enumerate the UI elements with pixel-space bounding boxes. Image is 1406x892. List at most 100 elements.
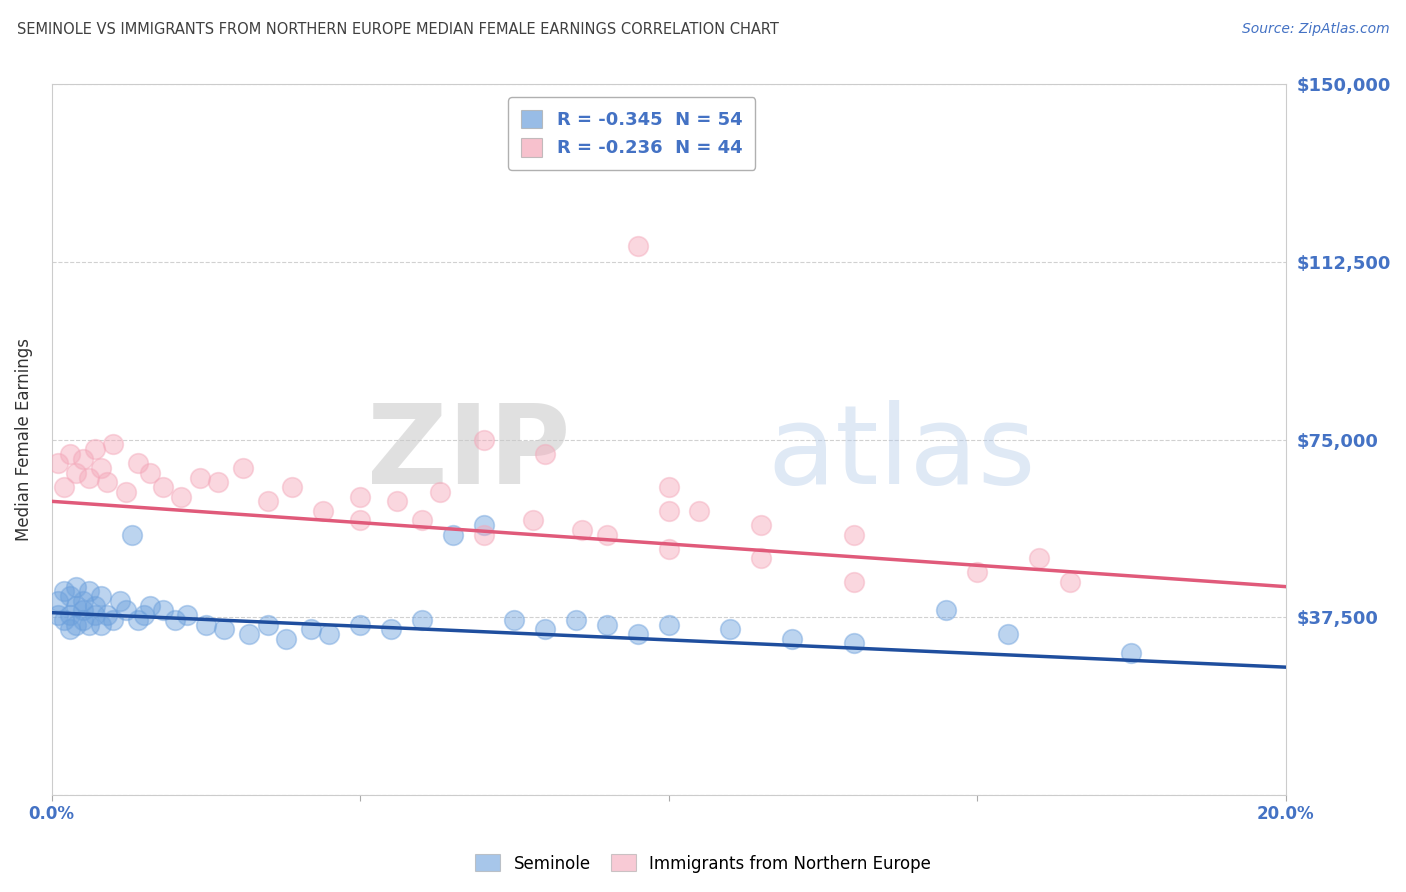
Point (108, 594, 131, 608)
Point (522, 513, 544, 527)
Point (534, 622, 557, 636)
Point (207, 475, 229, 490)
Point (780, 632, 803, 646)
Point (194, 617, 217, 632)
Point (411, 613, 433, 627)
Text: SEMINOLE VS IMMIGRANTS FROM NORTHERN EUROPE MEDIAN FEMALE EARNINGS CORRELATION C: SEMINOLE VS IMMIGRANTS FROM NORTHERN EUR… (17, 22, 779, 37)
Point (214, 622, 236, 636)
Point (299, 622, 322, 636)
Point (96, 608, 118, 623)
Point (1028, 551, 1050, 566)
Point (77, 470, 100, 484)
Point (571, 523, 593, 537)
Point (658, 541, 681, 556)
Point (997, 627, 1019, 641)
Point (349, 513, 371, 527)
Point (318, 627, 340, 641)
Y-axis label: Median Female Earnings: Median Female Earnings (15, 338, 32, 541)
Point (77, 584, 100, 599)
Point (256, 494, 278, 508)
Point (72, 594, 94, 608)
Point (1059, 574, 1081, 589)
Point (276, 632, 298, 646)
Point (170, 490, 193, 504)
Point (72, 603, 94, 617)
Point (596, 527, 619, 541)
Point (103, 613, 125, 627)
Point (139, 599, 162, 613)
Point (65, 599, 87, 613)
Point (152, 480, 174, 494)
Point (72, 613, 94, 627)
Point (596, 617, 619, 632)
Point (472, 433, 495, 447)
Point (46, 457, 69, 471)
Point (90, 617, 112, 632)
Point (65, 466, 87, 480)
Point (90, 461, 112, 475)
Point (59, 447, 82, 461)
Point (232, 461, 254, 475)
Point (935, 603, 957, 617)
Point (503, 613, 526, 627)
Point (627, 238, 650, 252)
Point (84, 599, 107, 613)
Point (256, 617, 278, 632)
Point (188, 470, 211, 484)
Point (84, 608, 107, 623)
Point (380, 622, 402, 636)
Point (441, 527, 464, 541)
Point (53, 613, 76, 627)
Point (152, 603, 174, 617)
Point (59, 608, 82, 623)
Point (165, 613, 187, 627)
Point (96, 475, 118, 490)
Point (77, 617, 100, 632)
Point (46, 594, 69, 608)
Text: Source: ZipAtlas.com: Source: ZipAtlas.com (1241, 22, 1389, 37)
Point (534, 447, 557, 461)
Point (114, 484, 136, 499)
Point (565, 613, 588, 627)
Point (65, 617, 87, 632)
Legend: R = -0.345  N = 54, R = -0.236  N = 44: R = -0.345 N = 54, R = -0.236 N = 44 (508, 97, 755, 170)
Point (688, 504, 710, 518)
Text: ZIP: ZIP (367, 401, 569, 508)
Point (658, 617, 681, 632)
Point (59, 589, 82, 603)
Point (472, 527, 495, 541)
Point (139, 466, 162, 480)
Point (842, 574, 865, 589)
Point (127, 457, 149, 471)
Point (176, 608, 198, 623)
Point (411, 513, 433, 527)
Text: atlas: atlas (768, 401, 1036, 508)
Point (114, 603, 136, 617)
Point (53, 584, 76, 599)
Point (349, 617, 371, 632)
Point (72, 451, 94, 466)
Point (103, 437, 125, 451)
Point (749, 551, 772, 566)
Point (749, 518, 772, 533)
Point (842, 527, 865, 541)
Point (1121, 646, 1143, 660)
Point (429, 484, 451, 499)
Point (53, 480, 76, 494)
Point (842, 636, 865, 650)
Point (312, 504, 335, 518)
Point (658, 504, 681, 518)
Legend: Seminole, Immigrants from Northern Europe: Seminole, Immigrants from Northern Europ… (468, 847, 938, 880)
Point (387, 494, 409, 508)
Point (59, 622, 82, 636)
Point (966, 566, 988, 580)
Point (65, 580, 87, 594)
Point (472, 518, 495, 533)
Point (281, 480, 304, 494)
Point (349, 490, 371, 504)
Point (658, 480, 681, 494)
Point (121, 527, 143, 541)
Point (127, 613, 149, 627)
Point (46, 608, 69, 623)
Point (90, 589, 112, 603)
